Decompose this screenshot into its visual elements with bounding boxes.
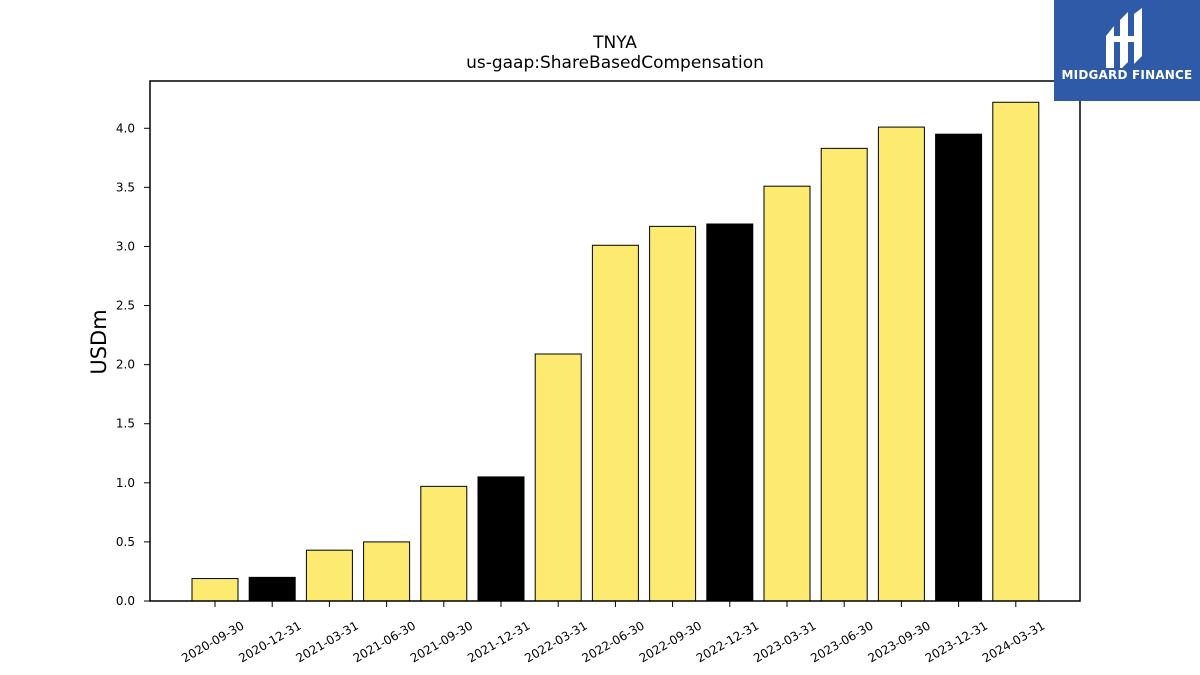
bar-2021-06-30 [363, 541, 411, 602]
bar-2022-12-31 [706, 223, 754, 602]
x-tick-label: 2021-12-31 [465, 618, 532, 665]
bar-2020-09-30 [191, 578, 239, 602]
bar-2023-12-31 [935, 133, 983, 602]
plot-frame [149, 80, 1081, 602]
x-tick-label: 2023-09-30 [865, 618, 932, 665]
bar-2021-09-30 [420, 485, 468, 602]
bar-2023-03-31 [763, 185, 811, 602]
x-tick-label: 2022-12-31 [694, 618, 761, 665]
y-tick-label: 4.0 [116, 121, 135, 135]
x-tick-label: 2022-06-30 [579, 618, 646, 665]
x-tick-label: 2020-12-31 [236, 618, 303, 665]
midgard-logo-icon [1106, 8, 1142, 68]
x-tick-label: 2021-09-30 [408, 618, 475, 665]
y-tick-label: 1.0 [116, 476, 135, 490]
y-ticks-group: 0.0 0.5 1.0 1.5 2.0 2.5 3.0 3.5 4.0 [116, 121, 150, 608]
y-tick-label: 0.5 [116, 535, 135, 549]
x-tick-label: 2022-09-30 [637, 618, 704, 665]
brand-logo-text: MIDGARD FINANCE [1061, 68, 1193, 82]
x-tick-label: 2024-03-31 [980, 618, 1047, 665]
y-axis-label: USDm [87, 309, 111, 374]
x-tick-label: 2023-03-31 [751, 618, 818, 665]
x-tick-label: 2020-09-30 [179, 618, 246, 665]
bars-group [191, 101, 1040, 602]
y-tick-label: 3.5 [116, 180, 135, 194]
bar-2022-09-30 [649, 225, 697, 602]
y-tick-label: 2.5 [116, 299, 135, 313]
x-ticks-group: 2020-09-302020-12-312021-03-312021-06-30… [179, 601, 1047, 665]
x-tick-label: 2022-03-31 [522, 618, 589, 665]
y-tick-label: 3.0 [116, 239, 135, 253]
bar-2023-09-30 [877, 126, 925, 602]
bar-2023-06-30 [820, 147, 868, 602]
chart-subtitle: us-gaap:ShareBasedCompensation [466, 53, 764, 73]
y-tick-label: 0.0 [116, 594, 135, 608]
bar-2021-03-31 [305, 549, 353, 602]
x-tick-label: 2023-06-30 [808, 618, 875, 665]
x-tick-label: 2023-12-31 [923, 618, 990, 665]
x-tick-label: 2021-03-31 [293, 618, 360, 665]
bar-2024-03-31 [992, 101, 1040, 602]
bar-2022-03-31 [534, 353, 582, 602]
y-tick-label: 1.5 [116, 417, 135, 431]
y-tick-label: 2.0 [116, 358, 135, 372]
chart-title: TNYA [592, 33, 637, 53]
brand-logo: MIDGARD FINANCE [1054, 0, 1200, 101]
bar-2020-12-31 [248, 576, 296, 602]
bar-2022-06-30 [591, 244, 639, 602]
x-tick-label: 2021-06-30 [351, 618, 418, 665]
bar-2021-12-31 [477, 476, 525, 602]
